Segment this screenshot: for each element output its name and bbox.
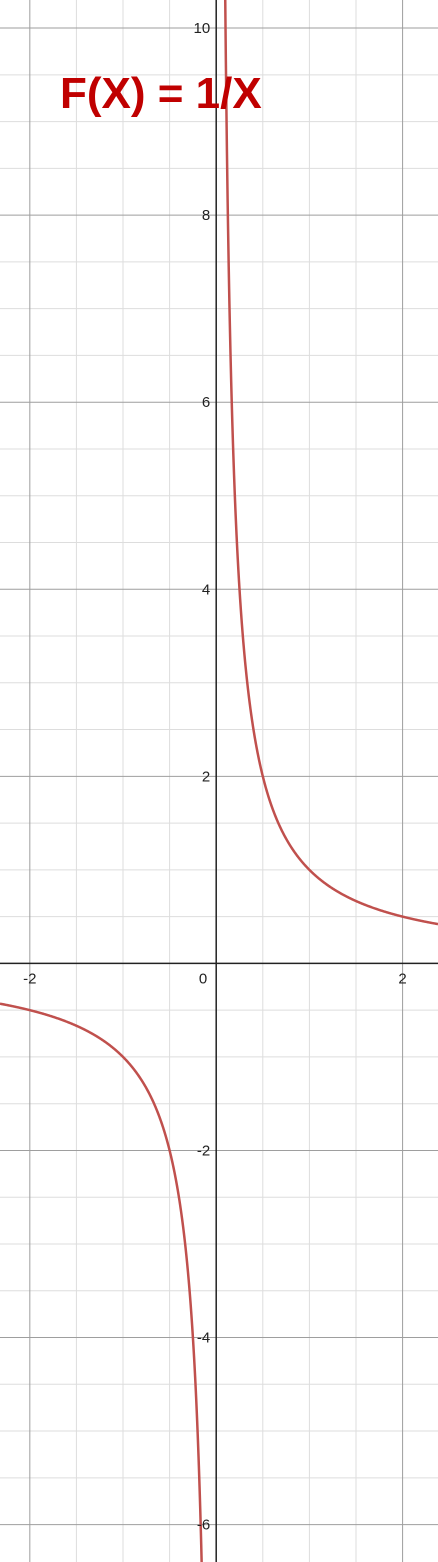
curve-branch-positive bbox=[224, 0, 438, 926]
chart-title: F(X) = 1/X bbox=[60, 69, 262, 118]
y-tick-label: 4 bbox=[202, 581, 210, 598]
y-tick-label: -2 bbox=[197, 1142, 210, 1159]
y-tick-label: 6 bbox=[202, 394, 210, 411]
y-tick-label: 2 bbox=[202, 768, 210, 785]
y-tick-label: -6 bbox=[197, 1517, 210, 1534]
y-tick-label: 8 bbox=[202, 207, 210, 224]
x-tick-label: -2 bbox=[23, 970, 36, 987]
tick-labels: -2 0 2 10 8 6 4 2 -2 -4 -6 bbox=[23, 20, 407, 1534]
curve-branch-negative bbox=[0, 1002, 203, 1562]
y-tick-label: -4 bbox=[197, 1330, 210, 1347]
x-tick-label: 0 bbox=[199, 970, 207, 987]
y-tick-label: 10 bbox=[194, 20, 211, 37]
x-tick-label: 2 bbox=[398, 970, 406, 987]
